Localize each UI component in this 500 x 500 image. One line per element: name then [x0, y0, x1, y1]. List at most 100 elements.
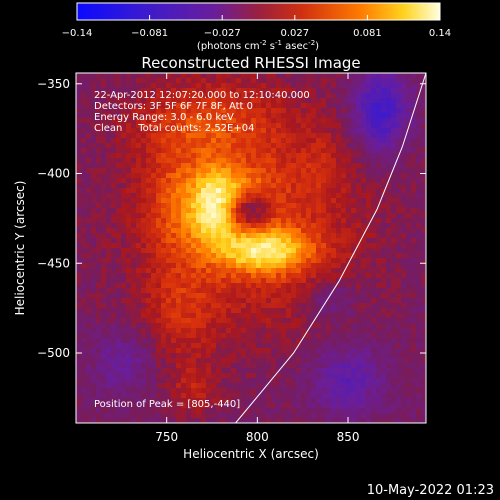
heatmap-cell [356, 113, 362, 119]
heatmap-cell [291, 148, 297, 154]
heatmap-cell [251, 373, 257, 379]
heatmap-cell [181, 123, 187, 129]
heatmap-cell [121, 303, 127, 309]
heatmap-cell [316, 373, 322, 379]
heatmap-cell [161, 108, 167, 114]
heatmap-cell [271, 323, 277, 329]
heatmap-cell [416, 188, 422, 194]
heatmap-cell [131, 188, 137, 194]
heatmap-cell [266, 343, 272, 349]
heatmap-cell [276, 328, 282, 334]
heatmap-cell [86, 113, 92, 119]
heatmap-cell [106, 93, 112, 99]
heatmap-cell [86, 148, 92, 154]
heatmap-cell [161, 73, 167, 79]
heatmap-cell [396, 143, 402, 149]
heatmap-cell [76, 168, 82, 174]
heatmap-cell [91, 353, 97, 359]
heatmap-cell [96, 413, 102, 419]
heatmap-cell [371, 208, 377, 214]
heatmap-cell [151, 143, 157, 149]
heatmap-cell [126, 373, 132, 379]
heatmap-cell [291, 208, 297, 214]
heatmap-cell [341, 228, 347, 234]
heatmap-cell [236, 133, 242, 139]
heatmap-cell [241, 268, 247, 274]
heatmap-cell [291, 158, 297, 164]
heatmap-cell [331, 193, 337, 199]
heatmap-cell [296, 253, 302, 259]
heatmap-cell [121, 103, 127, 109]
heatmap-cell [181, 188, 187, 194]
heatmap-cell [351, 208, 357, 214]
heatmap-cell [256, 268, 262, 274]
heatmap-cell [381, 243, 387, 249]
heatmap-cell [286, 253, 292, 259]
heatmap-cell [371, 78, 377, 84]
heatmap-cell [381, 333, 387, 339]
heatmap-cell [326, 213, 332, 219]
heatmap-cell [176, 223, 182, 229]
heatmap-cell [326, 298, 332, 304]
heatmap-cell [176, 168, 182, 174]
heatmap-cell [421, 208, 426, 214]
heatmap-cell [76, 333, 82, 339]
heatmap-cell [81, 203, 87, 209]
heatmap-cell [161, 168, 167, 174]
heatmap-cell [196, 278, 202, 284]
heatmap-cell [101, 258, 107, 264]
heatmap-cell [271, 348, 277, 354]
heatmap-cell [256, 78, 262, 84]
heatmap-cell [391, 243, 397, 249]
heatmap-cell [146, 73, 152, 79]
heatmap-cell [121, 383, 127, 389]
heatmap-cell [346, 203, 352, 209]
heatmap-cell [81, 273, 87, 279]
heatmap-cell [221, 168, 227, 174]
heatmap-cell [86, 198, 92, 204]
heatmap-cell [256, 153, 262, 159]
heatmap-cell [356, 278, 362, 284]
heatmap-cell [231, 158, 237, 164]
heatmap-cell [111, 93, 117, 99]
heatmap-cell [406, 93, 412, 99]
heatmap-cell [421, 363, 426, 369]
heatmap-cell [331, 73, 337, 79]
heatmap-cell [121, 138, 127, 144]
heatmap-cell [411, 348, 417, 354]
heatmap-cell [421, 123, 426, 129]
heatmap-cell [211, 238, 217, 244]
heatmap-cell [336, 168, 342, 174]
heatmap-cell [396, 338, 402, 344]
heatmap-cell [211, 103, 217, 109]
heatmap-cell [146, 263, 152, 269]
heatmap-cell [351, 248, 357, 254]
heatmap-cell [411, 103, 417, 109]
heatmap-cell [266, 358, 272, 364]
heatmap-cell [346, 288, 352, 294]
heatmap-cell [411, 93, 417, 99]
heatmap-cell [201, 268, 207, 274]
heatmap-cell [421, 398, 426, 404]
heatmap-cell [111, 383, 117, 389]
heatmap-cell [296, 408, 302, 414]
heatmap-cell [346, 283, 352, 289]
heatmap-cell [326, 308, 332, 314]
heatmap-cell [131, 328, 137, 334]
heatmap-cell [301, 383, 307, 389]
heatmap-cell [246, 378, 252, 384]
heatmap-cell [166, 183, 172, 189]
heatmap-cell [371, 338, 377, 344]
heatmap-cell [221, 183, 227, 189]
heatmap-cell [146, 303, 152, 309]
heatmap-cell [341, 348, 347, 354]
heatmap-cell [376, 283, 382, 289]
heatmap-cell [146, 313, 152, 319]
heatmap-cell [306, 153, 312, 159]
heatmap-cell [81, 373, 87, 379]
heatmap-cell [231, 253, 237, 259]
heatmap-cell [341, 208, 347, 214]
heatmap-cell [86, 153, 92, 159]
heatmap-cell [406, 98, 412, 104]
heatmap-cell [356, 168, 362, 174]
